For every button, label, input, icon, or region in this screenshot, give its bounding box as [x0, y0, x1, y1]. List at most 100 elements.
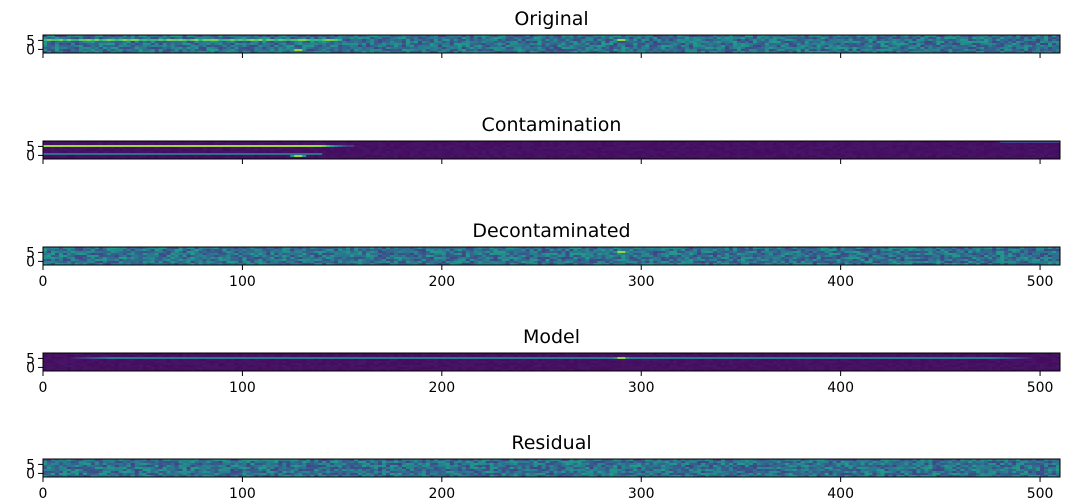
heatmap-cell: [717, 153, 722, 156]
heatmap-cell: [565, 51, 570, 54]
heatmap-cell: [198, 141, 203, 144]
heatmap-cell: [421, 155, 427, 158]
heatmap-cell: [266, 141, 271, 144]
heatmap-cell: [186, 51, 191, 54]
heatmap-cell: [920, 155, 925, 158]
heatmap-cell: [936, 157, 941, 160]
heatmap-cell: [350, 145, 355, 148]
heatmap-cell: [549, 49, 554, 52]
heatmap-cell: [884, 151, 889, 154]
heatmap-cell: [964, 35, 969, 38]
heatmap-cell: [992, 41, 997, 44]
heatmap-cell: [868, 155, 873, 158]
heatmap-cell: [824, 247, 830, 250]
heatmap-cell: [892, 157, 897, 160]
heatmap-cell: [86, 49, 92, 52]
heatmap-cell: [1004, 247, 1009, 250]
heatmap-cell: [182, 49, 187, 52]
heatmap-cell: [952, 153, 957, 156]
heatmap-cell: [752, 143, 758, 146]
heatmap-cell: [286, 145, 291, 148]
heatmap-cell: [342, 143, 347, 146]
heatmap-cell: [290, 51, 295, 54]
heatmap-cell: [920, 151, 925, 154]
heatmap-cell: [992, 145, 997, 148]
heatmap-cell: [74, 43, 80, 46]
heatmap-cell: [876, 39, 881, 42]
heatmap-cell: [780, 39, 786, 42]
heatmap-cell: [302, 249, 307, 252]
heatmap-cell: [146, 249, 152, 252]
heatmap-cell: [529, 41, 534, 44]
heatmap-cell: [282, 143, 287, 146]
heatmap-cell: [940, 39, 945, 42]
heatmap-cell: [370, 41, 375, 44]
heatmap-cell: [1004, 43, 1009, 46]
heatmap-cell: [1028, 45, 1033, 48]
heatmap-cell: [409, 45, 415, 48]
heatmap-cell: [1008, 51, 1013, 54]
heatmap-cell: [589, 157, 594, 160]
heatmap-cell: [322, 153, 327, 156]
heatmap-cell: [533, 147, 538, 150]
heatmap-cell: [732, 151, 738, 154]
heatmap-cell: [932, 39, 937, 42]
heatmap-cell: [294, 143, 299, 146]
heatmap-cell: [158, 141, 164, 144]
heatmap-cell: [342, 47, 347, 50]
heatmap-cell: [405, 43, 411, 46]
heatmap-cell: [362, 39, 367, 42]
heatmap-cell: [306, 141, 311, 144]
heatmap-cell: [90, 155, 96, 158]
heatmap-cell: [609, 157, 614, 160]
heatmap-cell: [796, 143, 802, 146]
heatmap-cell: [557, 157, 562, 160]
heatmap-cell: [952, 41, 957, 44]
heatmap-cell: [673, 145, 678, 148]
heatmap-cell: [230, 47, 235, 50]
heatmap-cell: [485, 141, 491, 144]
heatmap-cell: [374, 49, 379, 52]
heatmap-cell: [808, 247, 814, 250]
heatmap-cell: [728, 51, 734, 54]
heatmap-cell: [728, 153, 734, 156]
heatmap-cell: [318, 155, 323, 158]
heatmap-cell: [760, 147, 766, 150]
heatmap-cell: [198, 149, 203, 152]
heatmap-cell: [744, 49, 750, 52]
heatmap-cell: [1056, 143, 1061, 146]
heatmap-cell: [629, 47, 634, 50]
heatmap-cell: [46, 45, 52, 48]
heatmap-cell: [760, 157, 766, 160]
heatmap-cell: [557, 49, 562, 52]
heatmap-cell: [533, 247, 538, 250]
heatmap-cell: [796, 247, 802, 250]
heatmap-cell: [254, 147, 259, 150]
heatmap-cell: [182, 37, 187, 40]
heatmap-cell: [154, 145, 160, 148]
heatmap-cell: [43, 43, 48, 46]
heatmap-cell: [812, 45, 818, 48]
heatmap-cell: [110, 49, 116, 52]
heatmap-cell: [310, 41, 315, 44]
heatmap-cell: [318, 49, 323, 52]
heatmap-cell: [880, 247, 885, 250]
heatmap-cell: [920, 157, 925, 160]
heatmap-cell: [1056, 149, 1061, 152]
heatmap-cell: [385, 247, 391, 250]
heatmap-cell: [210, 153, 215, 156]
heatmap-cell: [601, 247, 606, 250]
heatmap-cell: [944, 155, 949, 158]
heatmap-cell: [134, 149, 140, 152]
heatmap-cell: [788, 153, 794, 156]
heatmap-cell: [705, 157, 710, 160]
heatmap-cell: [70, 143, 76, 146]
heatmap-cell: [968, 149, 973, 152]
heatmap-cell: [70, 51, 76, 54]
heatmap-cell: [469, 145, 475, 148]
heatmap-cell: [557, 51, 562, 54]
heatmap-cell: [382, 51, 387, 54]
heatmap-cell: [497, 155, 503, 158]
heatmap-cell: [485, 49, 491, 52]
heatmap-cell: [389, 47, 395, 50]
